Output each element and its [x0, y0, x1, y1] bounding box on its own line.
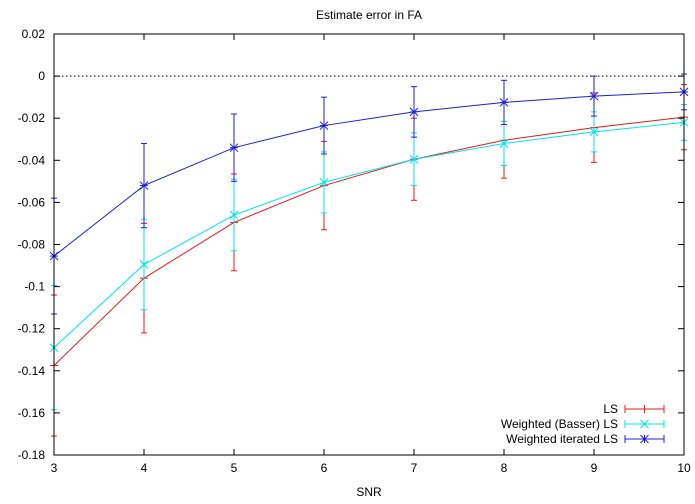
x-tick-label: 3 [51, 461, 58, 475]
legend-label: Weighted iterated LS [506, 432, 618, 446]
y-tick-label: -0.02 [18, 111, 46, 125]
data-point [319, 121, 329, 130]
y-tick-label: -0.16 [18, 406, 46, 420]
y-tick-label: -0.04 [18, 153, 46, 167]
y-tick-label: -0.14 [18, 364, 46, 378]
y-tick-label: 0.02 [22, 27, 46, 41]
y-tick-label: -0.1 [24, 280, 45, 294]
x-tick-label: 5 [231, 461, 238, 475]
series-line [53, 91, 685, 257]
x-tick-label: 6 [321, 461, 328, 475]
x-tick-label: 4 [141, 461, 148, 475]
legend-marker [640, 419, 649, 429]
x-axis-title: SNR [356, 485, 382, 499]
legend-marker [640, 434, 649, 444]
data-point [499, 98, 509, 107]
data-point [139, 181, 149, 190]
y-tick-label: -0.18 [18, 448, 46, 462]
data-point [499, 139, 509, 148]
axis-ticks: 3 4 5 6 7 8 9 10 0.02 0 -0.02 -0.04 -0.06 -0.08 -0.1 -0… [18, 27, 691, 475]
y-tick-label: -0.08 [18, 238, 46, 252]
legend-item: LS [603, 402, 665, 416]
y-tick-label: 0 [38, 69, 45, 83]
chart-title: Estimate error in FA [316, 8, 422, 22]
x-tick-label: 9 [591, 461, 598, 475]
legend-label: Weighted (Basser) LS [501, 417, 618, 431]
series-1 [50, 84, 688, 437]
data-point [409, 154, 419, 164]
legend-label: LS [603, 402, 618, 416]
plot-frame [53, 33, 685, 456]
series-layer [49, 73, 689, 437]
data-point [229, 210, 239, 220]
legend-marker [640, 405, 649, 413]
data-point [139, 260, 149, 269]
y-tick-label: -0.06 [18, 195, 46, 209]
data-point [229, 143, 239, 153]
legend-item: Weighted iterated LS [506, 432, 665, 446]
data-point [409, 107, 419, 117]
x-tick-label: 10 [677, 461, 691, 475]
x-tick-label: 7 [411, 461, 418, 475]
series-line [53, 116, 685, 366]
y-tick-label: -0.12 [18, 322, 46, 336]
series-line [53, 121, 685, 349]
legend-item: Weighted (Basser) LS [501, 417, 665, 431]
data-point [589, 91, 599, 101]
x-tick-label: 8 [501, 461, 508, 475]
series-2 [49, 104, 689, 411]
data-point [319, 178, 329, 187]
data-point [589, 127, 599, 137]
